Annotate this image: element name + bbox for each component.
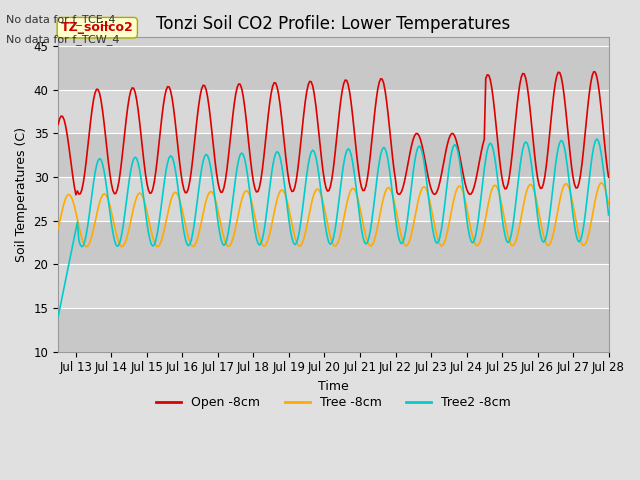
Legend: Open -8cm, Tree -8cm, Tree2 -8cm: Open -8cm, Tree -8cm, Tree2 -8cm	[150, 391, 516, 414]
Bar	[58, 90, 609, 133]
Bar	[58, 133, 609, 177]
Bar	[58, 308, 609, 351]
Bar	[58, 264, 609, 308]
Bar	[58, 46, 609, 90]
Text: No data for f_TCE_4: No data for f_TCE_4	[6, 14, 116, 25]
X-axis label: Time: Time	[318, 380, 349, 393]
Y-axis label: Soil Temperatures (C): Soil Temperatures (C)	[15, 127, 28, 262]
Text: TZ_soilco2: TZ_soilco2	[61, 21, 134, 34]
Bar	[58, 177, 609, 221]
Text: No data for f_TCW_4: No data for f_TCW_4	[6, 34, 120, 45]
Title: Tonzi Soil CO2 Profile: Lower Temperatures: Tonzi Soil CO2 Profile: Lower Temperatur…	[156, 15, 511, 33]
Bar	[58, 221, 609, 264]
